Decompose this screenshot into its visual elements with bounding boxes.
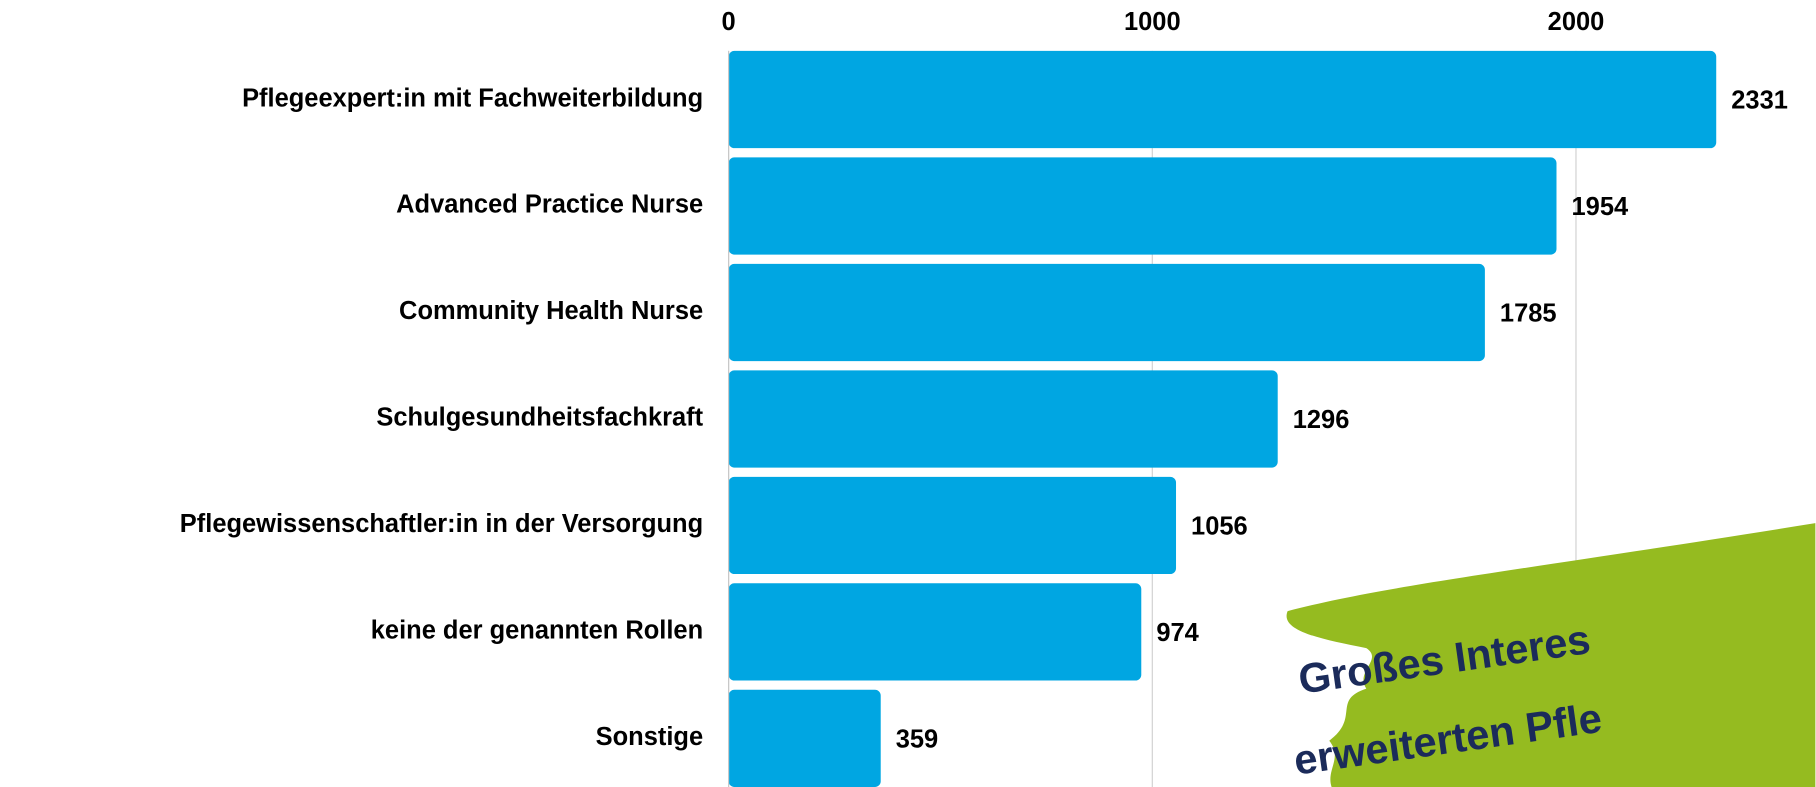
value-label: 2331: [1731, 87, 1788, 115]
bar: [728, 370, 1278, 468]
plot-area: 0 1000 2000 Pflegeexpert:in mit Fachweiterb…: [180, 8, 1788, 787]
value-label: 974: [1156, 619, 1199, 647]
banner-shape: [1286, 523, 1816, 787]
x-tick-label: 2000: [1548, 8, 1605, 36]
bar: [728, 263, 1485, 362]
bar: [728, 476, 1177, 575]
y-tick-label: Community Health Nurse: [399, 297, 703, 325]
bar: [728, 583, 1142, 681]
y-tick-label: Schulgesundheitsfachkraft: [376, 404, 703, 432]
bar: [728, 50, 1717, 149]
bar: [728, 689, 881, 787]
value-label: 359: [896, 725, 938, 753]
value-label: 1954: [1572, 193, 1629, 221]
x-tick-label: 1000: [1124, 8, 1181, 36]
y-tick-label: Sonstige: [596, 723, 703, 751]
x-tick-label: 0: [722, 8, 736, 36]
y-tick-label: Advanced Practice Nurse: [396, 191, 703, 219]
value-label: 1296: [1293, 406, 1350, 434]
y-tick-label: Pflegewissenschaftler:in in der Versorgu…: [180, 510, 703, 538]
y-tick-label: Pflegeexpert:in mit Fachweiterbildung: [242, 84, 703, 112]
value-label: 1785: [1500, 300, 1557, 328]
value-label: 1056: [1191, 512, 1248, 540]
bar: [728, 157, 1557, 255]
y-tick-label: keine der genannten Rollen: [371, 617, 703, 645]
annotation-banner: Großes Interes erweiterten Pfle: [1286, 523, 1816, 787]
